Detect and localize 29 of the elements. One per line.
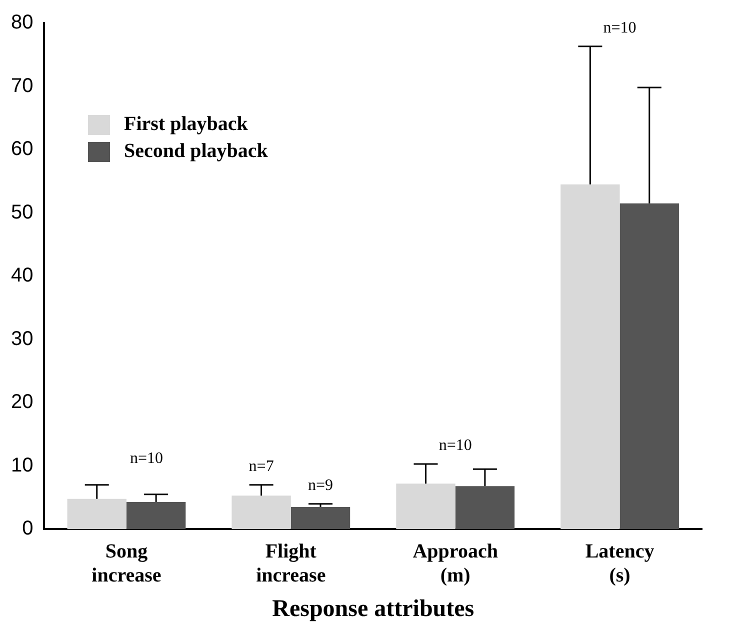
y-tick-label: 0 (22, 518, 34, 540)
x-tick-label: Latency (s) (585, 540, 654, 586)
annotation: n=10 (438, 437, 472, 454)
y-tick-label: 50 (10, 201, 34, 224)
annotation: n=10 (130, 450, 163, 468)
x-axis-title: Response attributes (272, 596, 474, 622)
legend-label: Second playback (124, 140, 268, 163)
y-tick-label: 30 (10, 328, 34, 350)
x-tick-label: Song increase (92, 540, 162, 586)
bar (620, 203, 679, 530)
annotation: n=9 (308, 477, 334, 494)
y-tick-label: 80 (10, 12, 34, 34)
x-tick-label: Flight increase (256, 540, 326, 586)
y-tick-label: 70 (10, 74, 34, 97)
annotation: n=10 (603, 20, 636, 37)
bar (290, 507, 350, 530)
y-tick-label: 20 (10, 391, 34, 414)
bar (126, 502, 186, 530)
y-tick-label: 10 (10, 454, 34, 476)
x-tick-label: Approach (m) (412, 540, 498, 586)
bar (232, 496, 291, 530)
bar (455, 486, 515, 530)
y-tick-label: 40 (10, 264, 34, 287)
bar (396, 484, 456, 530)
bar (560, 184, 620, 530)
annotation: n=7 (248, 458, 274, 476)
y-tick-label: 60 (10, 138, 34, 160)
bar (67, 498, 126, 530)
legend-label: First playback (124, 113, 248, 136)
